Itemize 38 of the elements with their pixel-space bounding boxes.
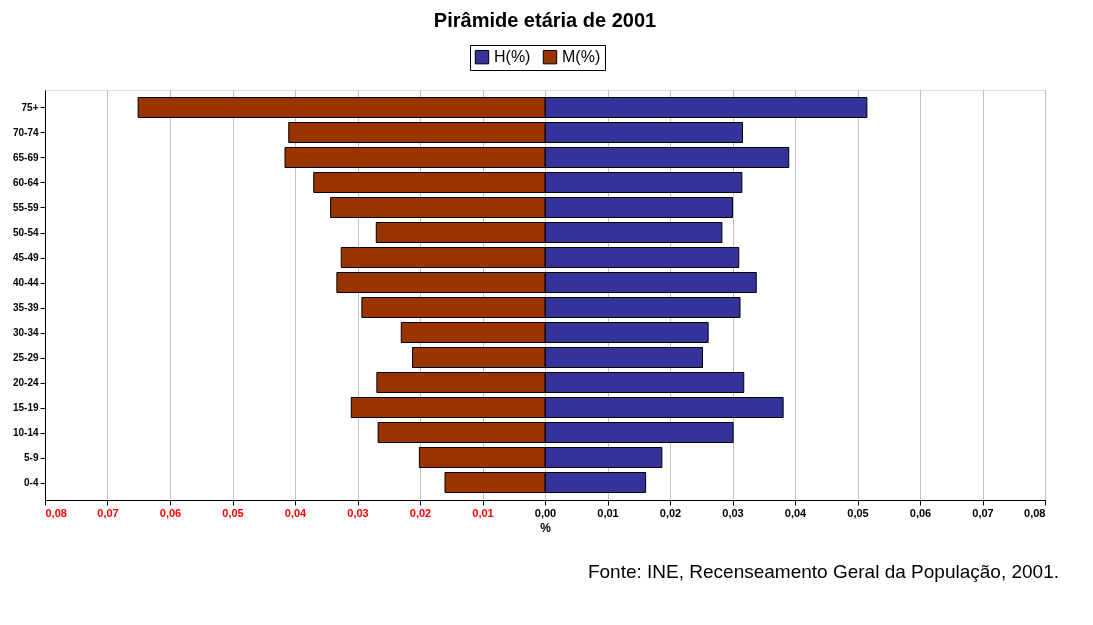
x-tick-label: 0,07	[97, 506, 119, 519]
y-tick-label: 65-69	[12, 152, 39, 163]
source-note: Fonte: INE, Recenseamento Geral da População, 2001.	[587, 561, 1059, 582]
x-tick-label: 0,03	[722, 506, 744, 519]
x-tick-label: 0,05	[222, 506, 244, 519]
x-tick-label: 0,00	[534, 506, 557, 519]
x-tick-label: 0,08	[1024, 506, 1046, 519]
y-tick-label: 75+	[21, 102, 39, 113]
x-tick-label: 0,04	[784, 506, 808, 519]
x-tick-label: 0,05	[847, 506, 869, 519]
x-tick-label: 0,03	[347, 506, 369, 519]
x-tick-label: 0,04	[284, 506, 308, 519]
x-tick-label: 0,02	[659, 506, 682, 519]
x-tick-label: 0,01	[472, 506, 494, 519]
y-tick-label: 70-74	[12, 127, 39, 138]
y-tick-label: 50-54	[12, 227, 39, 238]
y-tick-label: 60-64	[12, 177, 39, 188]
y-tick-label: 5-9	[24, 452, 39, 463]
y-tick-label: 20-24	[12, 377, 39, 388]
y-tick-label: 45-49	[12, 252, 39, 263]
y-tick-label: 35-39	[12, 302, 39, 313]
x-tick-label: 0,06	[909, 506, 932, 519]
y-tick-label: 10-14	[12, 427, 39, 438]
x-tick-label: 0,01	[597, 506, 619, 519]
x-tick-label: 0,07	[972, 506, 994, 519]
y-tick-label: 55-59	[12, 202, 39, 213]
y-tick-label: 25-29	[12, 352, 39, 363]
x-tick-label: 0,06	[159, 506, 182, 519]
y-tick-label: 40-44	[12, 277, 39, 288]
x-tick-label: 0,02	[409, 506, 432, 519]
y-tick-label: 0-4	[24, 477, 39, 488]
chart-title: Pirâmide etária de 2001	[433, 8, 657, 31]
x-axis-title: %	[540, 520, 552, 535]
legend-label: M(%)	[562, 48, 601, 66]
legend-label: H(%)	[494, 48, 531, 66]
x-tick-label: 0,08	[45, 506, 67, 519]
y-tick-label: 15-19	[12, 402, 39, 413]
y-tick-label: 30-34	[12, 327, 39, 338]
